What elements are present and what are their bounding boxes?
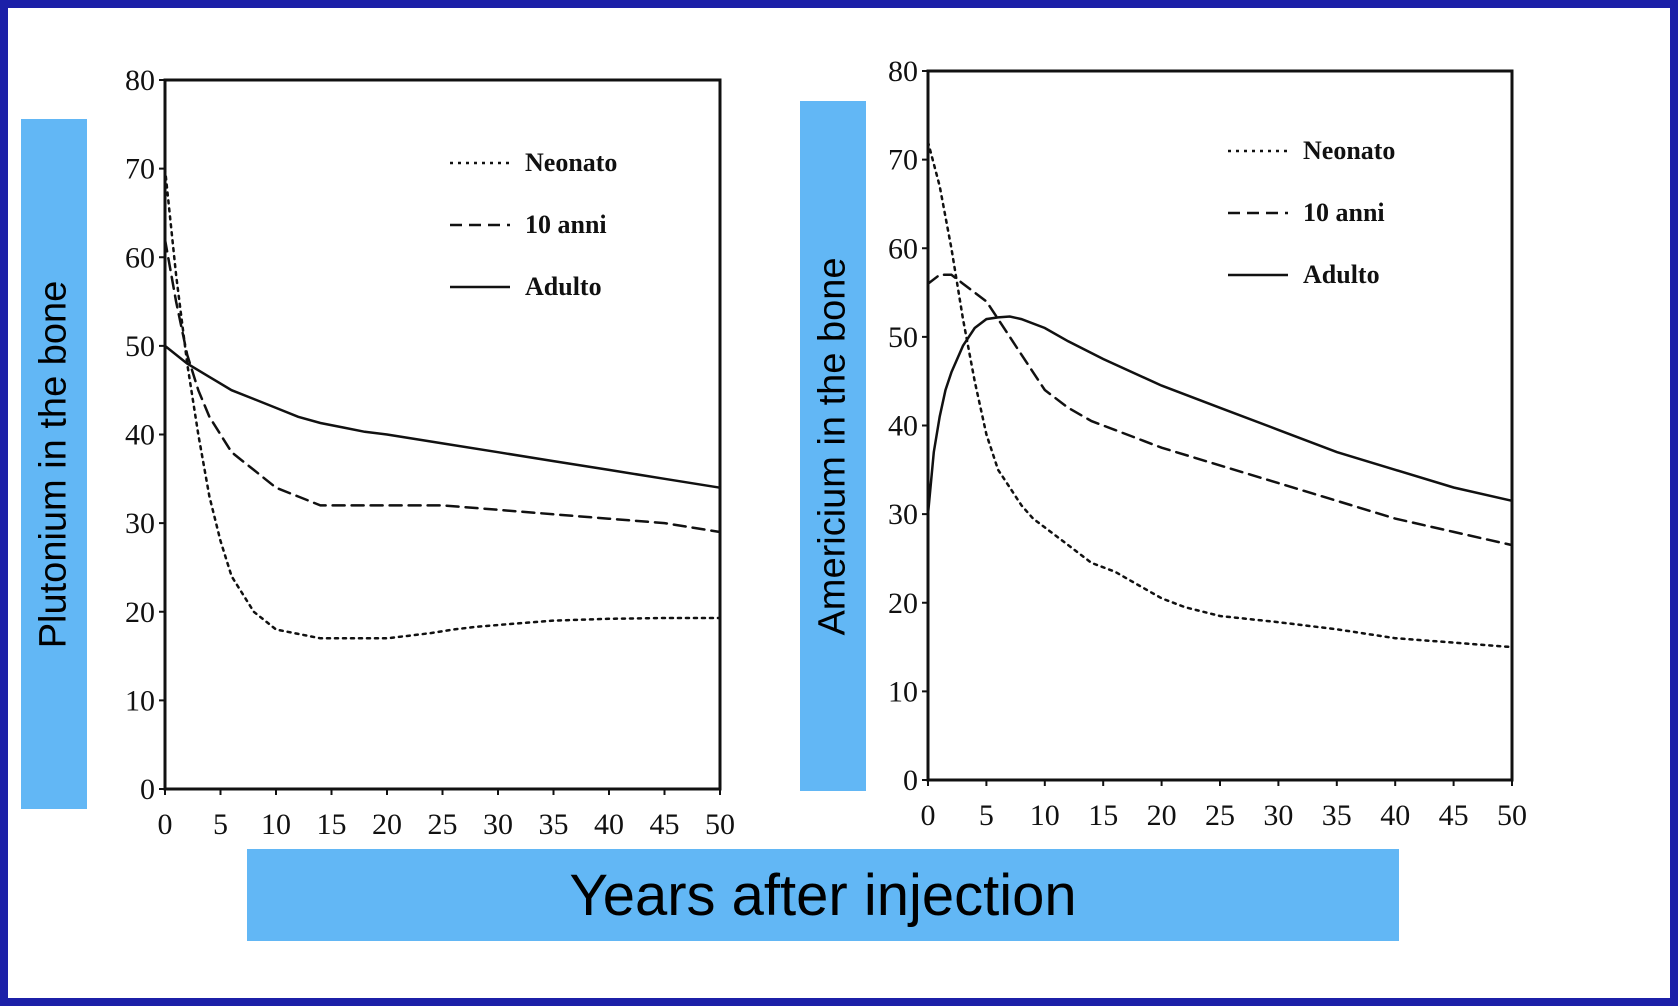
chart1-xtick-label: 40 [594,808,624,841]
chart1-ytick-label: 0 [140,773,155,806]
chart1-xtick-label: 15 [317,808,347,841]
chart1-legend-label: Adulto [525,272,602,301]
chart1-xtick-label: 45 [650,808,680,841]
chart2-legend-label: 10 anni [1303,198,1385,227]
slide: 0 10 20 30 40 50 60 70 80 0 5 10 15 20 25 30 35 40 45 50 Neo… [8,8,1670,998]
chart2-xtick-label: 20 [1147,799,1177,832]
chart2-legend-label: Adulto [1303,260,1380,289]
chart2-xtick-label: 0 [921,799,936,832]
chart1-ytick-label: 60 [125,241,155,274]
chart2-ytick-label: 80 [888,55,918,88]
chart1-ytick-label: 80 [125,64,155,97]
chart1-ytick-label: 50 [125,330,155,363]
chart2-ytick-label: 20 [888,587,918,620]
xlabel-box: Years after injection [247,849,1399,941]
chart2-ytick-label: 0 [903,764,918,797]
chart2-ytick-label: 60 [888,232,918,265]
chart1-xtick-label: 35 [539,808,569,841]
chart1-series-adulto [163,344,722,489]
chart2-legend-label: Neonato [1303,136,1395,165]
chart1-xtick-label: 10 [261,808,291,841]
chart2-xtick-label: 5 [979,799,994,832]
chart1-xtick-label: 25 [428,808,458,841]
americium-ylabel: Americium in the bone [811,256,854,636]
chart1-series-10-anni [163,238,722,534]
chart2-ytick-label: 50 [888,321,918,354]
chart1-xtick-label: 20 [372,808,402,841]
chart1-xtick-label: 30 [483,808,513,841]
chart1-ytick-label: 30 [125,507,155,540]
chart2-ytick-label: 40 [888,410,918,443]
x-axis-label: Years after injection [569,862,1077,928]
chart1-ytick-label: 40 [125,419,155,452]
americium-ylabel-box: Americium in the bone [800,101,866,791]
chart1-xtick-label: 50 [705,808,735,841]
chart2-ytick-label: 10 [888,675,918,708]
chart2-xtick-label: 15 [1088,799,1118,832]
chart2-xtick-label: 25 [1205,799,1235,832]
chart1-xtick-label: 5 [213,808,228,841]
chart1-ytick-label: 20 [125,596,155,629]
chart2-plot-frame [926,69,1514,782]
plutonium-ylabel: Plutonium in the bone [32,280,75,648]
chart2-series-neonato [926,140,1514,649]
chart2-ytick-label: 70 [888,144,918,177]
chart1-series-neonato [163,167,722,640]
chart2-xtick-label: 35 [1322,799,1352,832]
chart2-series-10-anni [926,273,1514,547]
chart2-xtick-label: 10 [1030,799,1060,832]
chart2-series-adulto [926,315,1514,516]
chart2-xtick-label: 40 [1380,799,1410,832]
chart2-ytick-label: 30 [888,498,918,531]
chart2-xtick-label: 50 [1497,799,1527,832]
chart1-ytick-label: 70 [125,153,155,186]
chart1-legend-label: 10 anni [525,210,607,239]
chart1-legend-label: Neonato [525,148,617,177]
plutonium-ylabel-box: Plutonium in the bone [21,119,87,809]
chart2-xtick-label: 30 [1263,799,1293,832]
chart1-plot-frame [163,78,722,791]
chart1-ytick-label: 10 [125,684,155,717]
chart2-xtick-label: 45 [1439,799,1469,832]
chart1-xtick-label: 0 [158,808,173,841]
